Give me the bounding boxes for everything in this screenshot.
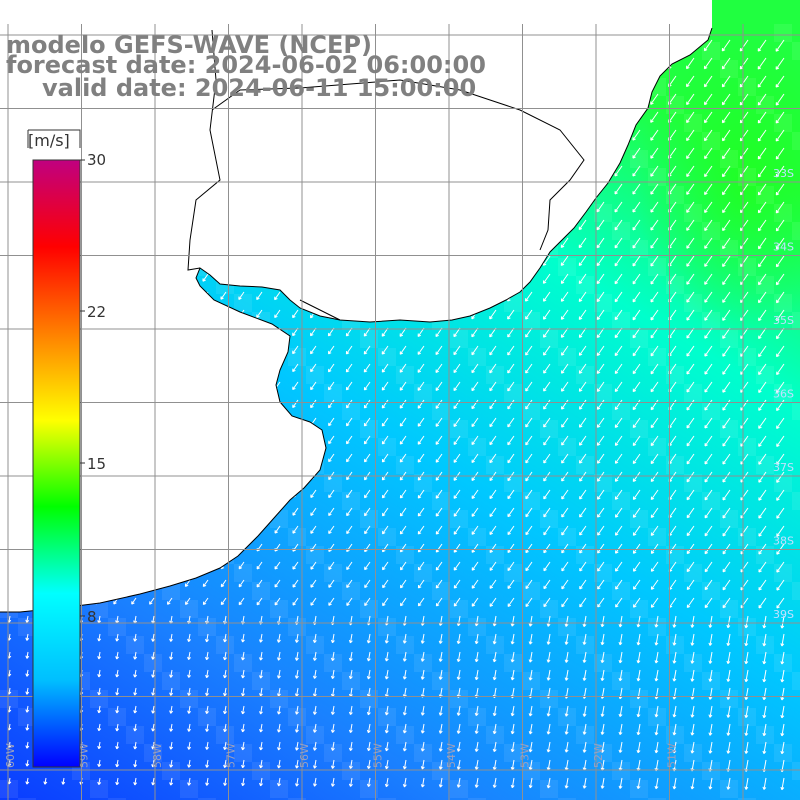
colorbar-unit-label: [m/s] — [28, 131, 70, 150]
map-title-model: modelo GEFS-WAVE (NCEP) — [6, 31, 372, 59]
coastline — [0, 27, 713, 613]
longitude-label: 55W — [372, 743, 385, 768]
longitude-label: 54W — [445, 743, 458, 768]
map-title-valid-date: valid date: 2024-06-11 15:00:00 — [42, 74, 477, 102]
longitude-label: 51W — [666, 743, 679, 768]
latitude-label: 38S — [773, 535, 794, 548]
latitude-label: 35S — [773, 314, 794, 327]
map-title-forecast-date: forecast date: 2024-06-02 06:00:00 — [6, 51, 486, 79]
latitude-label: 33S — [773, 167, 794, 180]
longitude-label: 52W — [592, 743, 605, 768]
latitude-label: 37S — [773, 461, 794, 474]
longitude-label: 53W — [519, 743, 532, 768]
longitude-label: 58W — [151, 743, 164, 768]
latitude-label: 34S — [773, 241, 794, 254]
longitude-label: 60W — [4, 743, 17, 768]
colorbar-tick-label: 22 — [87, 303, 107, 321]
colorbar — [32, 159, 81, 768]
graticule — [0, 24, 800, 800]
colorbar-unit-bracket — [27, 129, 81, 148]
latitude-label: 36S — [773, 388, 794, 401]
high-wind-region — [635, 35, 800, 335]
colorbar-tick-label: 15 — [87, 455, 107, 473]
longitude-label: 59W — [78, 743, 91, 768]
colorbar-tick-label: 30 — [87, 151, 107, 169]
land-mass — [0, 0, 712, 612]
longitude-label: 56W — [298, 743, 311, 768]
latitude-label: 39S — [773, 608, 794, 621]
colorbar-tick-label: 8 — [87, 608, 97, 626]
border-line — [187, 29, 585, 321]
longitude-label: 57W — [225, 743, 238, 768]
